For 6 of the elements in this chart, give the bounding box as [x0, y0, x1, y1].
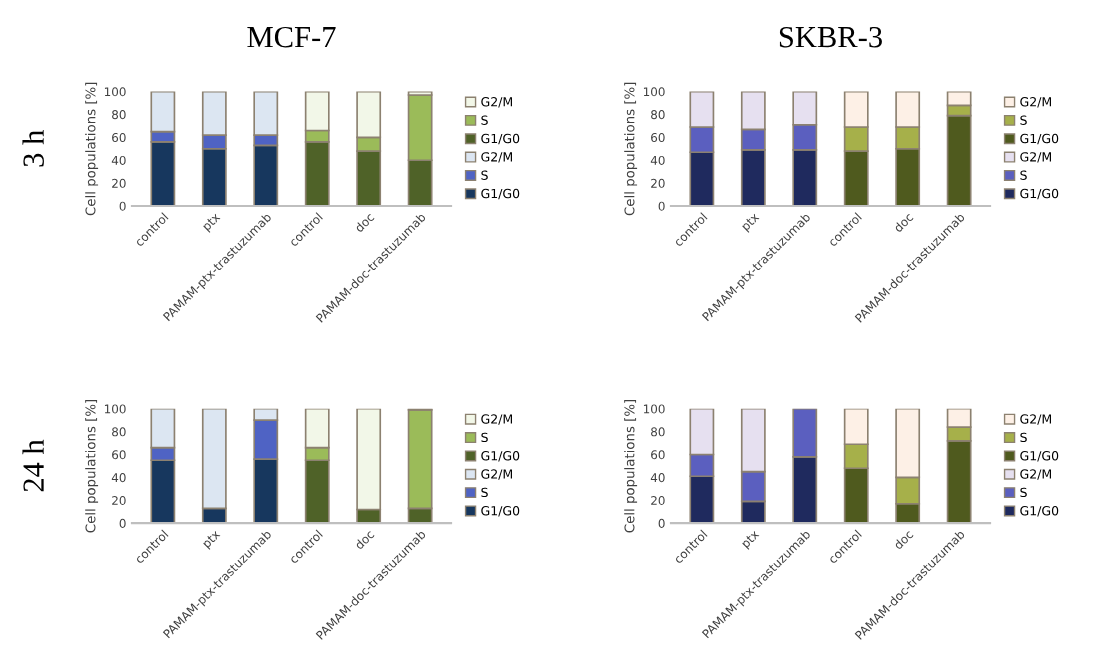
text: 3 h: [22, 130, 44, 167]
chart-title: SKBR-3: [779, 26, 882, 48]
text: 24 h: [22, 439, 44, 492]
bar: [946, 114, 972, 207]
bar: [253, 144, 279, 207]
chart-title: MCF-7: [247, 26, 336, 48]
